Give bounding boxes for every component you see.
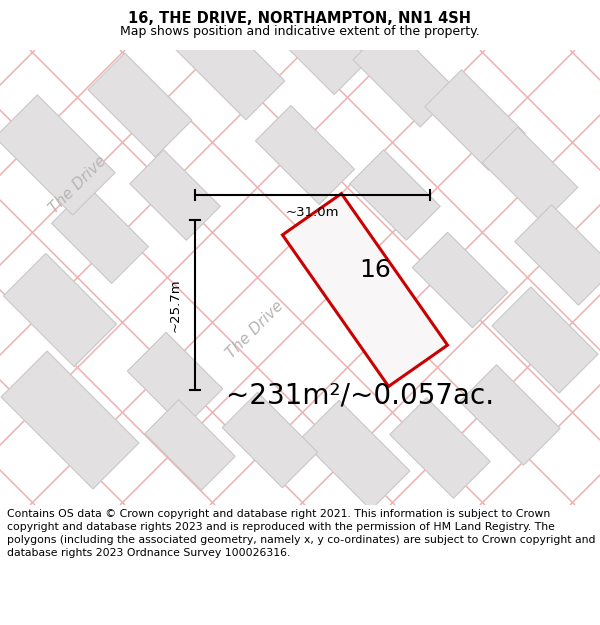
Polygon shape	[88, 53, 192, 157]
Polygon shape	[175, 10, 285, 120]
Polygon shape	[425, 70, 525, 170]
Polygon shape	[353, 23, 457, 127]
Polygon shape	[127, 332, 223, 428]
Text: 16: 16	[359, 258, 391, 282]
Text: 16, THE DRIVE, NORTHAMPTON, NN1 4SH: 16, THE DRIVE, NORTHAMPTON, NN1 4SH	[128, 11, 472, 26]
Polygon shape	[1, 351, 139, 489]
Polygon shape	[0, 95, 115, 215]
Polygon shape	[482, 127, 578, 222]
Polygon shape	[492, 287, 598, 393]
Polygon shape	[222, 392, 318, 488]
Text: The Drive: The Drive	[224, 299, 286, 361]
Polygon shape	[390, 398, 490, 498]
Polygon shape	[52, 187, 148, 283]
Polygon shape	[350, 150, 440, 240]
Polygon shape	[256, 106, 355, 204]
Text: Map shows position and indicative extent of the property.: Map shows position and indicative extent…	[120, 24, 480, 38]
Polygon shape	[460, 365, 560, 465]
Polygon shape	[4, 253, 116, 367]
Text: ~31.0m: ~31.0m	[286, 206, 339, 219]
Text: Contains OS data © Crown copyright and database right 2021. This information is : Contains OS data © Crown copyright and d…	[7, 509, 596, 558]
Polygon shape	[271, 0, 370, 94]
Text: ~25.7m: ~25.7m	[169, 278, 182, 332]
Text: ~231m²/~0.057ac.: ~231m²/~0.057ac.	[226, 381, 494, 409]
Text: The Drive: The Drive	[47, 154, 109, 216]
Polygon shape	[300, 400, 410, 510]
Polygon shape	[130, 150, 220, 240]
Polygon shape	[515, 205, 600, 305]
Polygon shape	[145, 400, 235, 490]
Polygon shape	[283, 194, 448, 386]
Polygon shape	[412, 232, 508, 328]
